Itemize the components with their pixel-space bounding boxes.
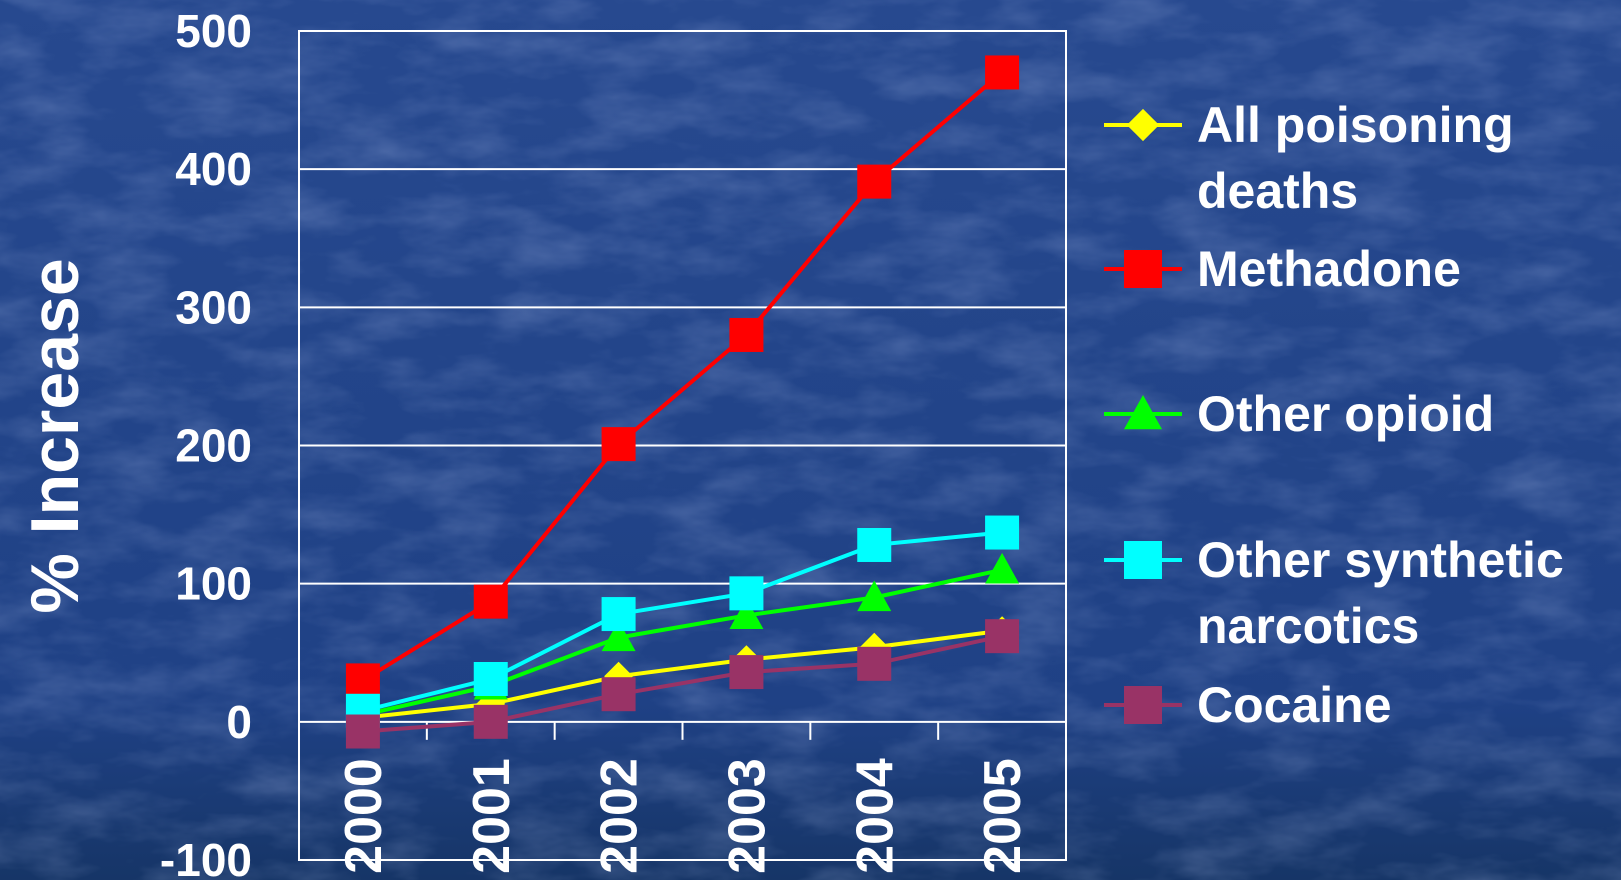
- data-point: [1124, 250, 1162, 288]
- series-group: [345, 619, 1020, 749]
- legend-entry: Methadone: [1104, 241, 1461, 297]
- data-point: [1126, 108, 1160, 142]
- y-tick-label: -100: [160, 834, 252, 880]
- data-point: [857, 580, 892, 612]
- data-point: [473, 662, 508, 697]
- y-tick-label: 400: [175, 143, 252, 195]
- data-point: [601, 677, 636, 712]
- data-point: [729, 317, 764, 352]
- series-line: [362, 634, 1003, 734]
- data-point: [729, 576, 764, 611]
- data-point: [473, 584, 508, 619]
- legend-label: Cocaine: [1197, 677, 1392, 733]
- legend-label: Methadone: [1197, 241, 1461, 297]
- legend-label: All poisoning: [1197, 97, 1514, 153]
- legend-label: Other opioid: [1197, 386, 1494, 442]
- data-point: [985, 619, 1020, 654]
- plot-frame: [298, 30, 1067, 861]
- series-line: [362, 628, 1003, 720]
- data-point: [985, 55, 1020, 90]
- series-line: [361, 70, 1004, 683]
- series-line: [362, 567, 1003, 717]
- x-tick-label: 2000: [335, 758, 393, 874]
- x-axis: 2000 2001 2002 2003 2004 2005: [299, 720, 1066, 874]
- legend-entry: Other opioid: [1104, 386, 1494, 442]
- x-tick-label: 2002: [591, 758, 649, 874]
- data-point: [604, 661, 634, 691]
- legend-entry: All poisoning deaths: [1104, 97, 1514, 219]
- data-point: [601, 427, 636, 462]
- data-point: [985, 552, 1020, 584]
- x-tick-label: 2001: [463, 758, 521, 874]
- data-point: [345, 663, 380, 698]
- data-point: [345, 714, 380, 749]
- y-tick-label: 300: [175, 281, 252, 333]
- y-axis-label: % Increase: [17, 258, 93, 613]
- data-point: [601, 597, 636, 632]
- data-point: [473, 704, 508, 739]
- data-point: [1124, 541, 1162, 579]
- data-point: [1124, 686, 1162, 724]
- data-point: [729, 598, 764, 630]
- data-point: [857, 527, 892, 562]
- data-point: [1124, 395, 1162, 430]
- y-tick-label: 500: [175, 5, 252, 57]
- x-tick-label: 2005: [974, 758, 1032, 874]
- y-tick-label: 100: [175, 558, 252, 610]
- data-point: [857, 646, 892, 681]
- legend-entry: Other synthetic narcotics: [1104, 532, 1564, 654]
- series-line: [362, 530, 1003, 713]
- series-layer: [345, 55, 1020, 749]
- legend-label: deaths: [1197, 163, 1358, 219]
- legend-label: Other synthetic: [1197, 532, 1564, 588]
- y-tick-label: 0: [226, 696, 252, 748]
- data-point: [857, 164, 892, 199]
- data-point: [601, 620, 636, 652]
- series-group: [345, 55, 1020, 698]
- legend-label: narcotics: [1197, 598, 1419, 654]
- y-tick-label: 200: [175, 420, 252, 472]
- legend-entry: Cocaine: [1104, 677, 1392, 733]
- series-group: [345, 515, 1020, 728]
- data-point: [729, 655, 764, 690]
- x-tick-label: 2004: [846, 758, 904, 874]
- y-axis: -100 0 100 200 300 400 500: [160, 5, 252, 880]
- legend: All poisoning deaths Methadone Other opioid…: [1104, 97, 1564, 733]
- data-point: [985, 515, 1020, 550]
- x-tick-label: 2003: [718, 758, 776, 874]
- plot-area: [298, 30, 1067, 861]
